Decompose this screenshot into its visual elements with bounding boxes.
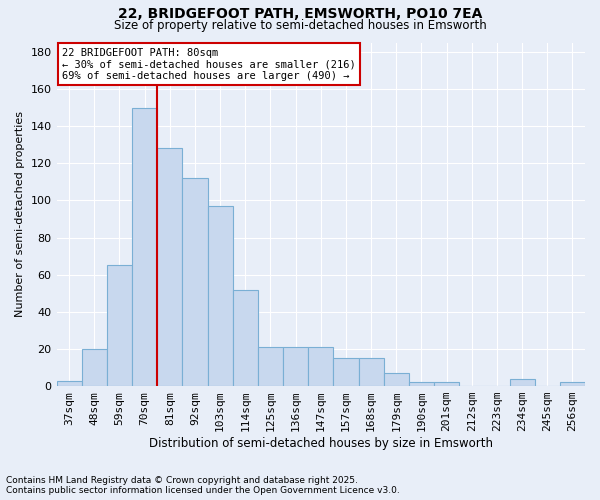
Bar [308, 347, 334, 386]
Text: 22 BRIDGEFOOT PATH: 80sqm
← 30% of semi-detached houses are smaller (216)
69% of: 22 BRIDGEFOOT PATH: 80sqm ← 30% of semi-… [62, 48, 356, 81]
Bar [409, 382, 434, 386]
X-axis label: Distribution of semi-detached houses by size in Emsworth: Distribution of semi-detached houses by … [149, 437, 493, 450]
Bar [509, 378, 535, 386]
Bar [258, 347, 283, 386]
Bar [132, 108, 157, 386]
Bar [283, 347, 308, 386]
Bar [56, 380, 82, 386]
Text: 22, BRIDGEFOOT PATH, EMSWORTH, PO10 7EA: 22, BRIDGEFOOT PATH, EMSWORTH, PO10 7EA [118, 8, 482, 22]
Bar [107, 266, 132, 386]
Bar [359, 358, 383, 386]
Text: Contains HM Land Registry data © Crown copyright and database right 2025.
Contai: Contains HM Land Registry data © Crown c… [6, 476, 400, 495]
Bar [434, 382, 459, 386]
Bar [82, 349, 107, 386]
Bar [157, 148, 182, 386]
Bar [383, 373, 409, 386]
Bar [182, 178, 208, 386]
Bar [334, 358, 359, 386]
Bar [233, 290, 258, 386]
Y-axis label: Number of semi-detached properties: Number of semi-detached properties [15, 112, 25, 318]
Bar [208, 206, 233, 386]
Bar [560, 382, 585, 386]
Text: Size of property relative to semi-detached houses in Emsworth: Size of property relative to semi-detach… [113, 18, 487, 32]
